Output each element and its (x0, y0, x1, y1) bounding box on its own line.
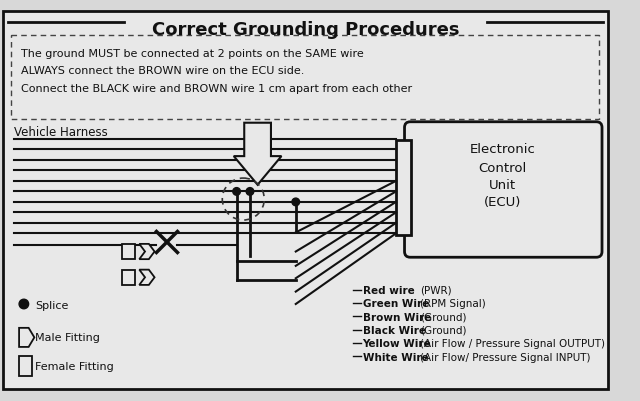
Text: Correct Grounding Procedures: Correct Grounding Procedures (152, 20, 459, 38)
Text: Connect the BLACK wire and BROWN wire 1 cm apart from each other: Connect the BLACK wire and BROWN wire 1 … (21, 83, 412, 93)
Text: Electronic: Electronic (470, 142, 536, 156)
Text: (Air Flow / Pressure Signal OUTPUT): (Air Flow / Pressure Signal OUTPUT) (420, 338, 605, 348)
Polygon shape (140, 270, 154, 285)
Text: Vehicle Harness: Vehicle Harness (14, 126, 108, 138)
Text: Splice: Splice (35, 300, 68, 310)
Polygon shape (19, 328, 35, 347)
FancyBboxPatch shape (404, 122, 602, 257)
Circle shape (233, 188, 241, 196)
Text: (Air Flow/ Pressure Signal INPUT): (Air Flow/ Pressure Signal INPUT) (420, 352, 590, 362)
Bar (396, 140, 412, 236)
Text: (Ground): (Ground) (420, 312, 467, 322)
Text: ALWAYS connect the BROWN wire on the ECU side.: ALWAYS connect the BROWN wire on the ECU… (21, 66, 305, 76)
Text: Control: Control (479, 162, 527, 174)
Text: Unit: Unit (489, 178, 516, 192)
Bar (122, 270, 136, 285)
Text: Red wire: Red wire (362, 285, 414, 295)
Text: (PWR): (PWR) (420, 285, 451, 295)
Text: White Wire: White Wire (362, 352, 428, 362)
Text: Black Wire: Black Wire (362, 325, 426, 335)
Bar (19, 356, 33, 376)
Text: (RPM Signal): (RPM Signal) (420, 298, 486, 308)
Bar (122, 244, 136, 259)
Text: Brown Wire: Brown Wire (362, 312, 431, 322)
Text: Green Wire: Green Wire (362, 298, 429, 308)
Bar (12, 36, 599, 119)
Text: (Ground): (Ground) (420, 325, 467, 335)
Text: Female Fitting: Female Fitting (35, 361, 114, 371)
Polygon shape (140, 244, 154, 259)
Text: (ECU): (ECU) (484, 196, 522, 209)
Text: The ground MUST be connected at 2 points on the SAME wire: The ground MUST be connected at 2 points… (21, 49, 364, 59)
Text: Male Fitting: Male Fitting (35, 332, 100, 342)
Circle shape (246, 188, 254, 196)
Circle shape (292, 198, 300, 206)
Polygon shape (234, 124, 282, 185)
Circle shape (19, 300, 29, 309)
Text: Yellow Wire: Yellow Wire (362, 338, 431, 348)
